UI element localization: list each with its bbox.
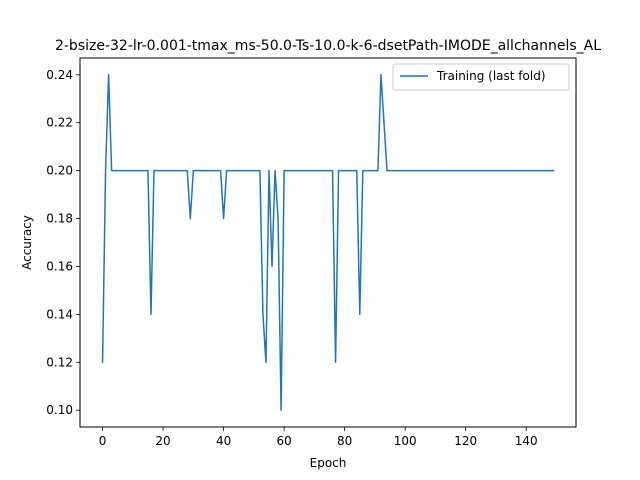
x-axis-ticks: 0 20 40 60 80 100 120 140: [99, 427, 538, 448]
chart-title: 2-bsize-32-lr-0.001-tmax_ms-50.0-Ts-10.0…: [55, 38, 601, 54]
legend-box: [392, 63, 570, 91]
x-tick-label: 60: [276, 434, 291, 448]
x-tick-label: 80: [337, 434, 352, 448]
y-tick-label: 0.24: [46, 68, 73, 82]
y-axis-label: Accuracy: [20, 215, 34, 270]
y-tick-label: 0.16: [46, 259, 73, 273]
x-tick-label: 0: [99, 434, 107, 448]
series-line-training: [101, 74, 555, 411]
x-tick-label: 120: [454, 434, 477, 448]
plot-area: [101, 74, 555, 411]
x-tick-label: 20: [155, 434, 170, 448]
y-tick-label: 0.12: [46, 355, 73, 369]
legend-label: Training (last fold): [436, 69, 546, 83]
axes-frame: [79, 57, 577, 428]
y-axis-ticks: 0.10 0.12 0.14 0.16 0.18 0.20 0.22 0.24: [46, 68, 80, 417]
x-axis-label: Epoch: [310, 456, 347, 470]
y-tick-label: 0.22: [46, 116, 73, 130]
y-tick-label: 0.18: [46, 212, 73, 226]
y-tick-label: 0.10: [46, 403, 73, 417]
x-tick-label: 100: [394, 434, 417, 448]
y-tick-label: 0.14: [46, 307, 73, 321]
y-tick-label: 0.20: [46, 164, 73, 178]
x-tick-label: 40: [216, 434, 231, 448]
legend: Training (last fold): [392, 63, 570, 91]
x-tick-label: 140: [515, 434, 538, 448]
